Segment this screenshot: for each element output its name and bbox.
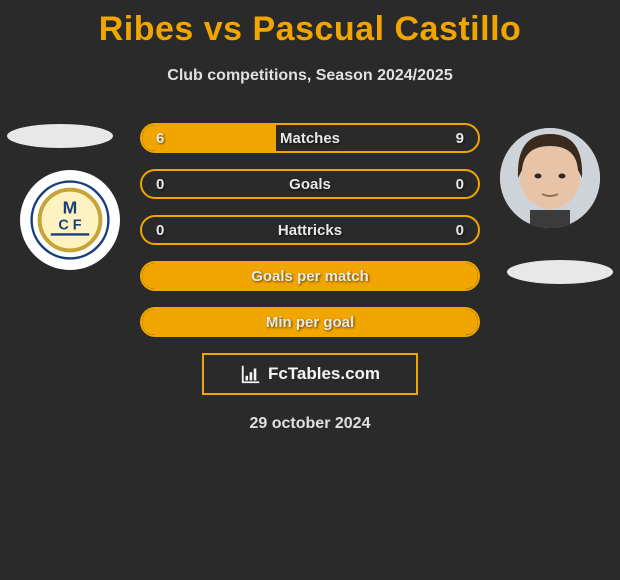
stat-row-goals: 0 Goals 0 <box>140 169 480 199</box>
brand-text: FcTables.com <box>268 364 380 384</box>
stat-left-value: 0 <box>142 222 192 239</box>
stat-left-value: 0 <box>142 176 192 193</box>
svg-text:C F: C F <box>58 218 81 234</box>
stat-left-value: 6 <box>142 130 192 147</box>
brand-box: FcTables.com <box>202 353 418 395</box>
stat-right-value: 9 <box>428 130 478 147</box>
player-left-avatar: M C F <box>20 170 120 270</box>
stats-container: 6 Matches 9 0 Goals 0 0 Hattricks 0 Goal… <box>140 123 480 337</box>
stat-label: Hattricks <box>192 222 428 239</box>
stat-label: Min per goal <box>192 314 428 331</box>
snapshot-date: 29 october 2024 <box>0 415 620 433</box>
comparison-title: Ribes vs Pascual Castillo <box>0 0 620 49</box>
stat-right-value: 0 <box>428 222 478 239</box>
season-subtitle: Club competitions, Season 2024/2025 <box>0 67 620 85</box>
player-right-avatar <box>500 128 600 228</box>
stat-row-matches: 6 Matches 9 <box>140 123 480 153</box>
svg-text:M: M <box>63 198 78 218</box>
crest-icon: M C F <box>20 170 120 270</box>
chart-icon <box>240 363 262 385</box>
stat-label: Goals per match <box>192 268 428 285</box>
left-club-ellipse <box>7 124 113 148</box>
stat-row-mpg: Min per goal <box>140 307 480 337</box>
stat-right-value: 0 <box>428 176 478 193</box>
stat-label: Goals <box>192 176 428 193</box>
right-club-ellipse <box>507 260 613 284</box>
stat-row-hattricks: 0 Hattricks 0 <box>140 215 480 245</box>
stat-row-gpm: Goals per match <box>140 261 480 291</box>
stat-label: Matches <box>192 130 428 147</box>
